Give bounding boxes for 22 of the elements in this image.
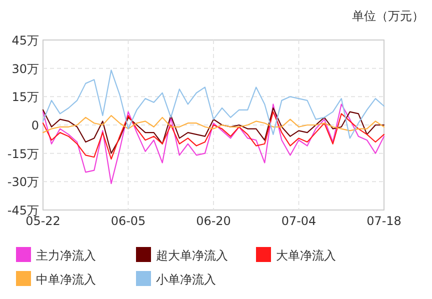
x-tick-label: 07-18 bbox=[366, 214, 402, 228]
y-tick-label: 0 bbox=[31, 118, 39, 132]
y-tick-label: 45万 bbox=[12, 34, 39, 48]
legend-label: 主力净流入 bbox=[36, 248, 96, 262]
x-tick-label: 06-20 bbox=[196, 214, 231, 228]
legend-label: 小单净流入 bbox=[156, 272, 216, 286]
line-series bbox=[42, 111, 385, 160]
line-series bbox=[42, 107, 385, 154]
x-tick-label: 07-04 bbox=[281, 214, 316, 228]
y-tick-label: -15万 bbox=[7, 146, 39, 161]
x-tick-label: 06-05 bbox=[110, 214, 146, 228]
legend-label: 大单净流入 bbox=[276, 248, 336, 262]
y-tick-label: 30万 bbox=[12, 62, 39, 76]
legend-label: 超大单净流入 bbox=[156, 248, 228, 262]
text: 单位（万元） bbox=[352, 9, 424, 23]
y-tick-label: 15万 bbox=[12, 90, 39, 104]
line-series bbox=[42, 104, 385, 184]
line-series bbox=[42, 70, 385, 139]
y-tick-label: -45万 bbox=[7, 204, 39, 218]
legend-label: 中单净流入 bbox=[36, 272, 96, 286]
line-series bbox=[42, 115, 385, 134]
y-tick-label: -30万 bbox=[7, 175, 39, 190]
